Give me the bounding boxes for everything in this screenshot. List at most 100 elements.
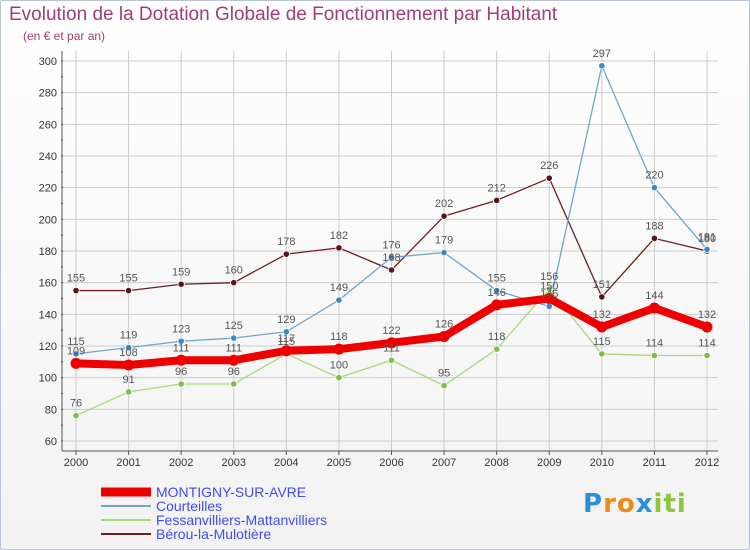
data-point bbox=[493, 345, 501, 353]
data-label: 115 bbox=[278, 336, 296, 348]
data-point bbox=[177, 280, 185, 288]
logo-letter: t bbox=[663, 489, 677, 519]
data-label: 155 bbox=[119, 273, 137, 285]
x-tick-label: 2011 bbox=[643, 457, 667, 469]
data-point bbox=[650, 234, 659, 242]
data-label: 155 bbox=[487, 273, 505, 285]
data-label: 180 bbox=[698, 233, 716, 245]
y-tick-label: 180 bbox=[39, 246, 57, 258]
y-tick-label: 120 bbox=[39, 341, 57, 353]
y-tick-label: 240 bbox=[39, 151, 57, 163]
data-point bbox=[335, 374, 343, 382]
data-point bbox=[648, 302, 660, 314]
data-label: 144 bbox=[645, 290, 663, 302]
data-point bbox=[493, 286, 501, 295]
data-label: 178 bbox=[277, 236, 295, 248]
proxiti-logo: Proxiti bbox=[583, 489, 687, 519]
data-label: 96 bbox=[175, 366, 187, 378]
data-point bbox=[387, 266, 396, 274]
legend-item: MONTIGNY-SUR-AVRE bbox=[101, 484, 421, 500]
data-label: 125 bbox=[225, 320, 243, 332]
data-point bbox=[543, 293, 555, 304]
data-label: 155 bbox=[67, 273, 85, 285]
y-tick-label: 60 bbox=[45, 436, 57, 448]
legend-label: Bérou-la-Mulotière bbox=[156, 526, 272, 542]
data-label: 114 bbox=[698, 338, 716, 350]
data-point bbox=[230, 334, 238, 342]
data-label: 111 bbox=[225, 342, 242, 354]
data-point bbox=[387, 253, 396, 261]
logo-letter: i bbox=[653, 489, 664, 519]
data-point bbox=[438, 331, 450, 342]
data-point bbox=[333, 343, 345, 355]
data-point bbox=[493, 196, 501, 204]
data-point bbox=[335, 244, 343, 252]
data-label: 132 bbox=[593, 309, 611, 321]
logo-letter: P bbox=[583, 489, 604, 519]
data-point bbox=[598, 293, 606, 301]
chart-subtitle: (en € et par an) bbox=[23, 29, 106, 43]
data-label: 145 bbox=[540, 288, 558, 300]
x-tick-label: 2001 bbox=[116, 457, 140, 469]
data-label: 132 bbox=[698, 309, 716, 321]
data-point bbox=[175, 354, 187, 366]
data-point bbox=[701, 321, 713, 333]
data-label: 150 bbox=[540, 281, 558, 293]
data-point bbox=[124, 286, 133, 295]
data-label: 226 bbox=[540, 160, 558, 172]
data-label: 115 bbox=[67, 336, 85, 348]
y-tick-label: 80 bbox=[45, 404, 57, 416]
data-point bbox=[177, 380, 185, 388]
data-point bbox=[440, 248, 448, 257]
data-label: 108 bbox=[119, 347, 137, 359]
logo-letter: o bbox=[616, 489, 636, 519]
y-tick-label: 220 bbox=[39, 183, 57, 195]
data-label: 149 bbox=[330, 282, 348, 294]
data-point bbox=[387, 356, 396, 364]
y-tick-label: 280 bbox=[39, 88, 57, 100]
data-label: 159 bbox=[172, 266, 190, 278]
data-point bbox=[440, 212, 448, 220]
x-tick-label: 2008 bbox=[484, 457, 508, 469]
data-point bbox=[282, 328, 290, 336]
data-label: 111 bbox=[173, 342, 190, 354]
data-label: 76 bbox=[70, 398, 82, 410]
x-tick-label: 2005 bbox=[327, 457, 351, 469]
data-point bbox=[335, 296, 343, 304]
data-point bbox=[598, 350, 606, 358]
data-label: 212 bbox=[487, 182, 505, 194]
data-point bbox=[703, 351, 711, 360]
data-label: 95 bbox=[438, 368, 450, 380]
y-tick-label: 260 bbox=[39, 119, 57, 131]
data-point bbox=[440, 381, 448, 390]
x-tick-label: 2007 bbox=[432, 457, 456, 469]
data-point bbox=[598, 62, 606, 70]
data-point bbox=[545, 285, 553, 293]
data-point bbox=[124, 343, 133, 352]
data-point bbox=[72, 412, 80, 420]
data-label: 129 bbox=[277, 314, 295, 326]
y-tick-label: 100 bbox=[39, 373, 57, 385]
legend-swatch bbox=[101, 505, 151, 507]
x-tick-label: 2009 bbox=[537, 457, 561, 469]
data-label: 181 bbox=[698, 231, 716, 243]
data-point bbox=[282, 250, 290, 258]
y-tick-label: 140 bbox=[39, 309, 57, 321]
data-label: 297 bbox=[593, 48, 611, 60]
data-label: 126 bbox=[435, 319, 453, 331]
data-point bbox=[386, 337, 397, 349]
data-point bbox=[70, 357, 82, 369]
data-label: 188 bbox=[645, 220, 663, 232]
data-point bbox=[650, 351, 659, 360]
data-point bbox=[177, 337, 185, 345]
data-point bbox=[72, 350, 80, 358]
data-label: 119 bbox=[120, 330, 138, 342]
legend-swatch bbox=[101, 533, 151, 535]
data-point bbox=[123, 359, 135, 371]
data-label: 118 bbox=[488, 331, 506, 343]
data-label: 182 bbox=[330, 230, 348, 242]
data-label: 156 bbox=[540, 271, 558, 283]
logo-letter: i bbox=[676, 489, 687, 519]
